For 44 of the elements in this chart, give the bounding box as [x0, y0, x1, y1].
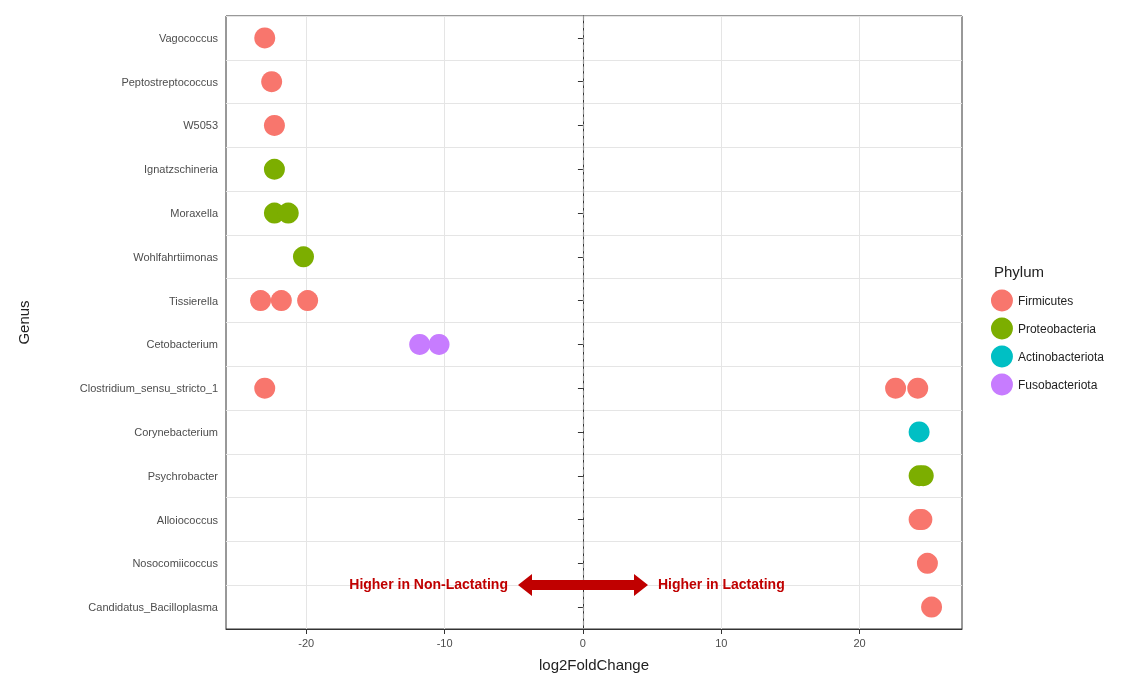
point: [908, 421, 930, 443]
y-tick-label: Clostridium_sensu_stricto_1: [79, 382, 218, 395]
x-axis-title: log2FoldChange: [538, 656, 650, 673]
annotation: Higher in Non-Lactating: [349, 576, 508, 593]
x-tick-label: -10: [436, 636, 453, 649]
point: [263, 114, 285, 136]
y-tick-label: Vagococcus: [158, 31, 219, 44]
annotation: Higher in Lactating: [657, 576, 785, 593]
point: [254, 27, 276, 49]
point: [293, 246, 314, 268]
y-tick-label: Peptostreptococcus: [121, 75, 219, 88]
point: [261, 71, 283, 93]
y-tick-label: W5053: [183, 119, 218, 132]
x-tick-label: -20: [298, 636, 315, 649]
point: [250, 290, 272, 312]
y-tick-label: Alloiococcus: [156, 513, 219, 526]
point: [885, 377, 907, 399]
y-tick-label: Corynebacterium: [134, 425, 218, 438]
y-tick-label: Tissierella: [168, 294, 219, 307]
y-tick-label: Wohlfahrtiimonas: [133, 250, 219, 263]
y-tick-label: Nosocomiicoccus: [132, 557, 219, 570]
x-tick-label: 10: [715, 636, 728, 649]
point: [297, 290, 319, 312]
point: [263, 158, 285, 180]
point: [270, 290, 292, 312]
y-tick-label: Psychrobacter: [147, 469, 219, 482]
legend-title: Phylum: [993, 263, 1045, 280]
y-tick-label: Cetobacterium: [146, 338, 218, 351]
legend-label: Actinobacteriota: [1017, 349, 1105, 364]
y-axis-title: Genus: [15, 300, 32, 345]
y-tick-label: Ignatzschineria: [144, 163, 219, 176]
legend-label: Proteobacteria: [1017, 321, 1097, 336]
point: [428, 333, 450, 355]
point: [907, 377, 929, 399]
point: [921, 596, 943, 618]
point: [916, 552, 938, 574]
legend-label: Fusobacteriota: [1017, 377, 1098, 392]
legend-label: Firmicutes: [1017, 293, 1074, 308]
y-tick-label: Candidatus_Bacilloplasma: [88, 601, 219, 614]
x-tick-label: 20: [853, 636, 866, 649]
x-tick-label: 0: [579, 636, 586, 649]
point: [409, 333, 431, 355]
y-tick-label: Moraxella: [170, 207, 219, 220]
point: [254, 377, 276, 399]
